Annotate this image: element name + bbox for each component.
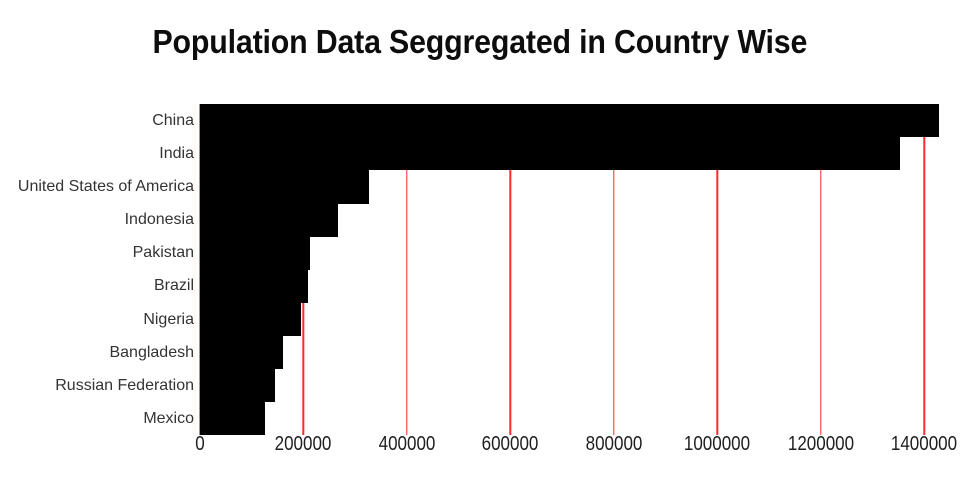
- x-tick-label-text-800000: 800000: [585, 433, 643, 455]
- x-tick-label-text-1400000: 1400000: [891, 433, 958, 455]
- x-tick-label-0: 0: [194, 433, 205, 456]
- y-label-russian-federation: Russian Federation: [55, 376, 194, 394]
- bar-pakistan: [200, 236, 310, 270]
- y-label-indonesia: Indonesia: [124, 211, 194, 229]
- bar-china: [200, 104, 939, 138]
- y-label-india: India: [159, 145, 194, 163]
- y-axis-labels: China India United States of America Indone…: [0, 104, 194, 435]
- y-label-pakistan: Pakistan: [132, 244, 194, 262]
- bar-brazil: [200, 269, 309, 303]
- y-label-nigeria: Nigeria: [143, 310, 194, 328]
- x-tick-label-text-1000000: 1000000: [684, 433, 751, 455]
- gridline-800000: [613, 104, 615, 435]
- y-label-brazil: Brazil: [153, 277, 194, 295]
- bar-russian-federation: [200, 368, 276, 403]
- x-tick-label-text-0: 0: [195, 433, 205, 455]
- bar-india: [200, 137, 900, 171]
- x-tick-label-text-400000: 400000: [378, 433, 436, 455]
- bar-bangladesh: [200, 335, 284, 370]
- plot-area: [199, 104, 945, 436]
- bar-nigeria: [200, 302, 302, 336]
- chart-title: Population Data Seggregated in Country W…: [0, 23, 960, 61]
- y-label-china: China: [152, 112, 194, 129]
- x-tick-label-1400000: 1400000: [885, 433, 960, 456]
- x-tick-label-200000: 200000: [270, 433, 337, 456]
- x-tick-label-600000: 600000: [477, 433, 544, 456]
- y-label-united-states-of-america: United States of America: [17, 178, 194, 196]
- x-tick-label-400000: 400000: [374, 433, 441, 456]
- gridline-1000000: [716, 104, 719, 435]
- gridline-400000: [406, 104, 408, 435]
- bar-mexico: [200, 401, 266, 436]
- y-label-mexico: Mexico: [143, 409, 194, 427]
- y-label-bangladesh: Bangladesh: [109, 343, 194, 361]
- gridline-600000: [509, 104, 512, 435]
- bar-united-states-of-america: [200, 170, 370, 204]
- x-tick-label-1200000: 1200000: [782, 433, 860, 456]
- bar-indonesia: [200, 203, 339, 237]
- gridline-1200000: [820, 104, 822, 435]
- gridline-1400000: [923, 104, 925, 435]
- x-tick-label-800000: 800000: [581, 433, 648, 456]
- x-axis-labels: 0 200000 400000 600000 800000 1000000 1200000 1…: [195, 433, 957, 461]
- x-tick-label-1000000: 1000000: [678, 433, 756, 456]
- x-tick-label-text-200000: 200000: [275, 433, 332, 455]
- x-tick-label-text-600000: 600000: [482, 433, 539, 455]
- chart-title-text: Population Data Seggregated in Country W…: [152, 23, 808, 60]
- x-tick-label-text-1200000: 1200000: [787, 433, 854, 455]
